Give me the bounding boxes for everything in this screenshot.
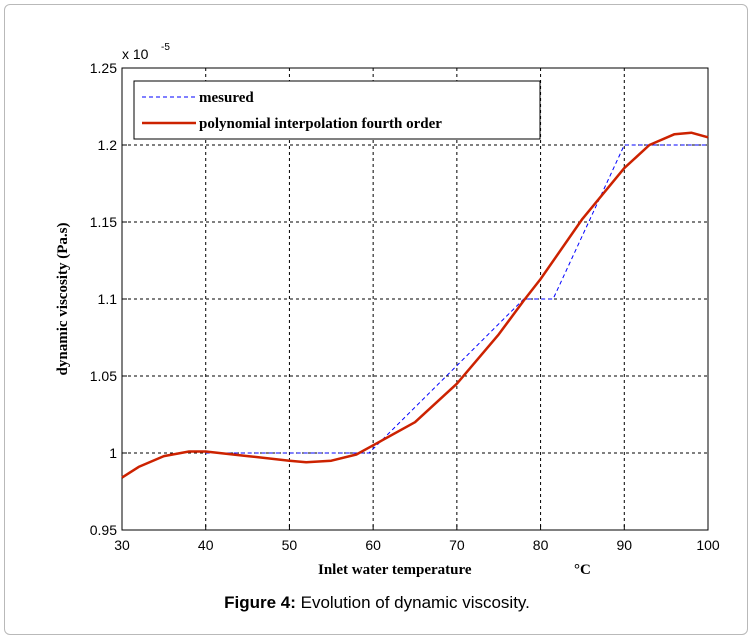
legend: mesured polynomial interpolation fourth … (133, 80, 541, 140)
caption-label: Figure 4: (224, 593, 296, 612)
chart: 30 40 50 60 70 80 90 100 0.95 1 1.05 1.1 1.15 1.2 1.25… (55, 42, 720, 578)
legend-box (133, 80, 541, 140)
x-tick-label: 30 (114, 537, 130, 553)
y-tick-label: 1.15 (90, 214, 117, 230)
y-axis-title: dynamic viscosity (Pa.s) (55, 223, 71, 376)
x-tick-label: 60 (365, 537, 381, 553)
series-line-polynomial (121, 131, 709, 479)
x-axis-unit: °C (574, 562, 591, 578)
x-tick-label: 80 (533, 537, 549, 553)
y-tick-label: 1.05 (90, 368, 117, 384)
x-tick-label: 100 (696, 537, 720, 553)
y-exponent-power: -5 (161, 42, 170, 53)
x-tick-label: 50 (282, 537, 298, 553)
axis-ticks: 30 40 50 60 70 80 90 100 0.95 1 1.05 1.1 1.15 1.2 1.25 (90, 60, 720, 553)
y-tick-label: 1.1 (98, 291, 118, 307)
y-tick-label: 1 (109, 445, 117, 461)
y-tick-label: 0.95 (90, 522, 117, 538)
x-tick-label: 70 (449, 537, 465, 553)
y-tick-label: 1.25 (90, 60, 117, 76)
series-line-mesured (205, 144, 708, 454)
legend-label-polynomial: polynomial interpolation fourth order (199, 116, 442, 132)
x-tick-label: 90 (616, 537, 632, 553)
caption-text: Evolution of dynamic viscosity. (295, 593, 530, 612)
x-tick-label: 40 (198, 537, 214, 553)
x-axis-title: Inlet water temperature (318, 562, 472, 578)
legend-label-mesured: mesured (199, 90, 254, 106)
y-tick-label: 1.2 (98, 137, 118, 153)
figure-caption: Figure 4: Evolution of dynamic viscosity… (0, 593, 754, 613)
y-exponent-base: x 10 (122, 46, 149, 62)
series-lines (121, 131, 709, 479)
